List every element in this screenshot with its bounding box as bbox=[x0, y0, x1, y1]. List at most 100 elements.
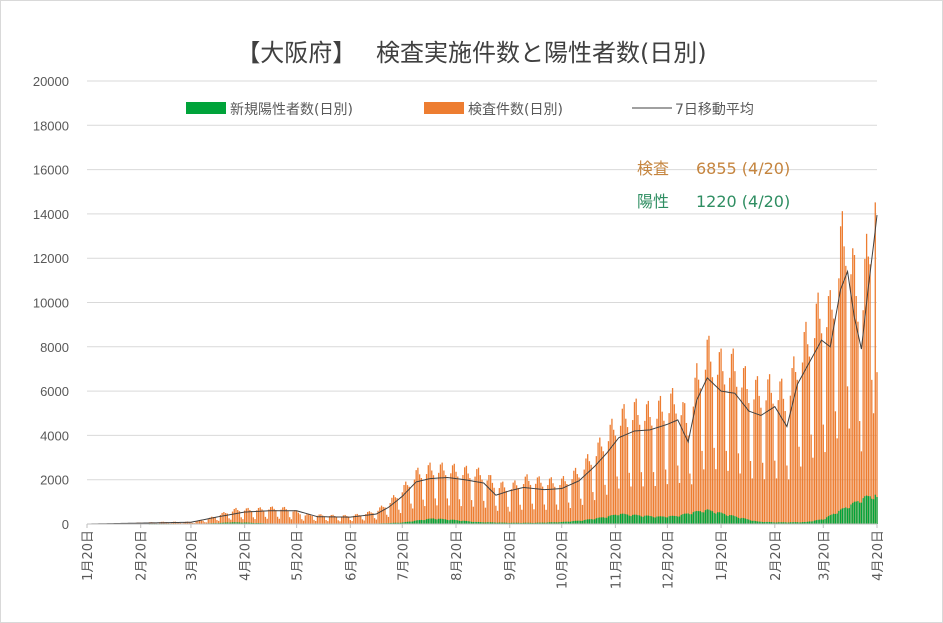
test-count-bar bbox=[429, 462, 431, 524]
test-count-bar bbox=[581, 504, 584, 524]
test-count-bar bbox=[803, 332, 805, 524]
test-count-bar bbox=[399, 513, 402, 524]
test-count-bar bbox=[292, 511, 294, 524]
positive-count-bar bbox=[476, 521, 478, 524]
positive-count-bar bbox=[510, 522, 513, 524]
test-count-bar bbox=[872, 413, 875, 524]
positive-count-bar bbox=[730, 515, 733, 524]
test-count-bar bbox=[341, 516, 343, 524]
positive-count-bar bbox=[607, 516, 610, 524]
positive-count-bar bbox=[450, 519, 452, 524]
annotation-positives-value: 1220 (4/20) bbox=[696, 192, 790, 211]
test-count-bar bbox=[408, 486, 410, 524]
test-count-bar bbox=[696, 363, 698, 524]
test-count-bar bbox=[583, 469, 585, 524]
positive-count-bar bbox=[458, 520, 461, 524]
test-count-bar bbox=[559, 485, 561, 524]
test-count-bar bbox=[434, 498, 436, 524]
positive-count-bar bbox=[749, 520, 752, 524]
test-count-bar bbox=[460, 506, 462, 524]
test-count-bar bbox=[178, 522, 180, 524]
x-axis-ticks: 1月20日 2月20日 3月20日 4月20日 5月20日 6月20日 7月20日 8月20日… bbox=[81, 524, 886, 589]
test-count-bar bbox=[652, 472, 655, 524]
test-count-bar bbox=[616, 476, 618, 524]
test-count-bar bbox=[491, 482, 494, 524]
test-count-bar bbox=[755, 379, 757, 524]
positive-count-bar bbox=[831, 514, 833, 524]
test-count-bar bbox=[564, 481, 566, 524]
positive-count-bar bbox=[786, 522, 788, 524]
test-count-bar bbox=[522, 484, 525, 524]
test-count-bar bbox=[223, 512, 225, 524]
y-tick-label: 16000 bbox=[33, 163, 69, 178]
test-count-bar bbox=[283, 506, 286, 524]
positive-count-bar bbox=[474, 521, 476, 524]
test-count-bar bbox=[715, 469, 717, 524]
positive-count-bar bbox=[396, 522, 398, 524]
test-count-bar bbox=[526, 474, 528, 524]
test-count-bar bbox=[309, 515, 312, 524]
positive-count-bar bbox=[684, 513, 686, 524]
test-count-bar bbox=[342, 515, 345, 524]
positive-count-bar bbox=[796, 522, 798, 524]
test-count-bar bbox=[354, 514, 357, 524]
positive-count-bar bbox=[670, 515, 672, 524]
test-count-bar bbox=[729, 377, 731, 524]
positive-count-bar bbox=[661, 516, 663, 524]
test-count-bar bbox=[505, 490, 507, 524]
test-count-bar bbox=[772, 403, 774, 524]
positive-count-bar bbox=[614, 514, 617, 524]
test-count-bar bbox=[347, 516, 350, 524]
test-count-bar bbox=[746, 389, 748, 524]
test-count-bar bbox=[212, 517, 215, 524]
test-count-bar bbox=[195, 521, 197, 524]
test-count-bar bbox=[739, 473, 741, 524]
test-count-bar bbox=[614, 435, 617, 524]
positive-count-bar bbox=[867, 496, 869, 524]
test-count-bar bbox=[394, 497, 397, 524]
positive-count-bar bbox=[678, 516, 681, 524]
positive-count-bar bbox=[824, 519, 826, 524]
test-count-bar bbox=[859, 421, 861, 524]
legend-swatch-tests bbox=[424, 102, 464, 114]
positive-count-bar bbox=[490, 522, 492, 524]
positive-count-bar bbox=[406, 521, 409, 524]
test-count-bar bbox=[377, 510, 379, 524]
test-count-bar bbox=[540, 482, 542, 524]
positive-count-bar bbox=[399, 522, 402, 524]
y-tick-label: 12000 bbox=[33, 251, 69, 266]
test-count-bar bbox=[865, 233, 868, 524]
positive-count-bar bbox=[502, 522, 504, 524]
test-count-bar bbox=[335, 516, 338, 524]
test-count-bar bbox=[446, 498, 448, 524]
test-count-bar bbox=[257, 507, 260, 524]
test-count-bar bbox=[805, 321, 807, 524]
test-count-bar bbox=[817, 292, 819, 524]
positive-count-bar bbox=[626, 514, 629, 524]
test-count-bar bbox=[770, 392, 772, 524]
test-count-bar bbox=[793, 356, 795, 524]
positive-count-bar bbox=[250, 522, 253, 524]
positive-count-bar bbox=[465, 520, 468, 524]
test-count-bar bbox=[765, 400, 767, 524]
test-count-bar bbox=[448, 505, 450, 524]
test-count-bar bbox=[198, 520, 201, 524]
test-count-bar bbox=[708, 335, 710, 524]
x-tick-label: 11月20日 bbox=[609, 530, 624, 589]
positive-count-bar bbox=[398, 522, 400, 524]
positive-count-bar bbox=[618, 515, 620, 524]
test-count-bar bbox=[247, 507, 249, 524]
x-tick-label: 6月20日 bbox=[344, 530, 359, 581]
positive-count-bar bbox=[444, 519, 447, 524]
test-count-bar bbox=[666, 484, 669, 524]
positive-count-bar bbox=[664, 517, 667, 524]
test-count-bar bbox=[273, 508, 275, 524]
test-count-bar bbox=[590, 464, 592, 524]
positive-count-bar bbox=[434, 519, 436, 524]
positive-count-bar bbox=[659, 516, 662, 524]
positive-count-bar bbox=[716, 512, 719, 524]
positive-count-bar bbox=[477, 522, 480, 524]
test-count-bar bbox=[566, 484, 568, 524]
positive-count-bar bbox=[782, 522, 785, 524]
test-count-bar bbox=[774, 460, 776, 524]
